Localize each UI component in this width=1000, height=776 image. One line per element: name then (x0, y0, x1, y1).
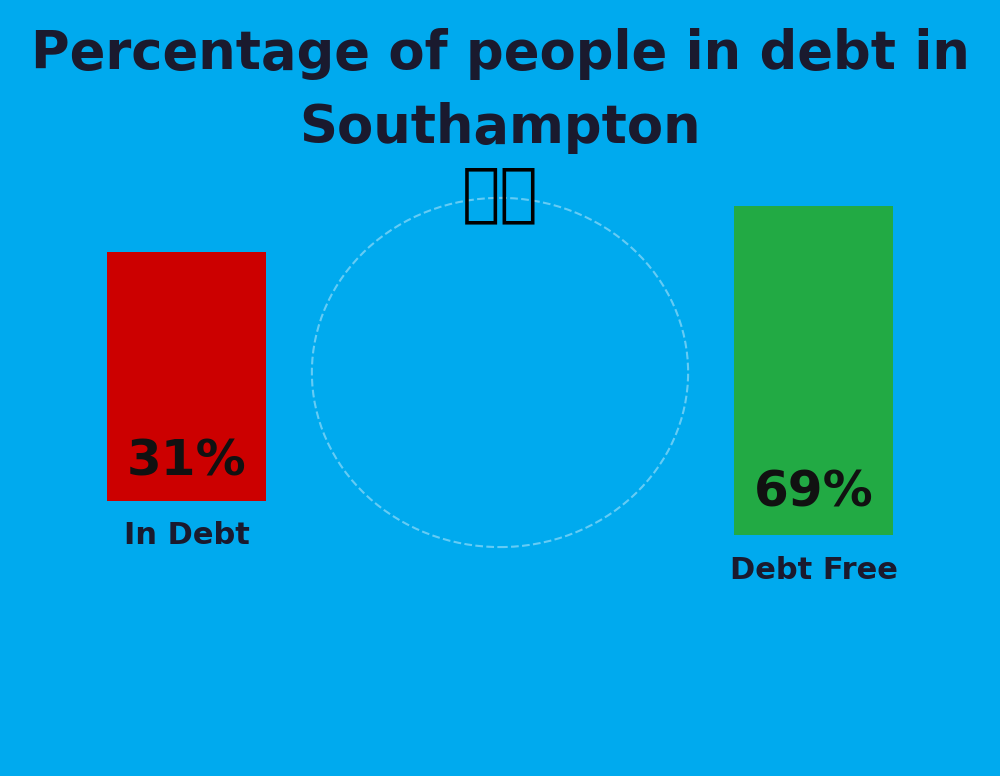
FancyBboxPatch shape (107, 252, 266, 501)
Text: 69%: 69% (754, 469, 873, 517)
Text: Debt Free: Debt Free (730, 556, 897, 585)
Text: In Debt: In Debt (124, 521, 249, 550)
Text: Southampton: Southampton (299, 102, 701, 154)
Text: Percentage of people in debt in: Percentage of people in debt in (31, 28, 969, 81)
Text: 🇬🇧: 🇬🇧 (462, 163, 538, 225)
Text: 31%: 31% (127, 438, 246, 486)
FancyBboxPatch shape (734, 206, 893, 535)
